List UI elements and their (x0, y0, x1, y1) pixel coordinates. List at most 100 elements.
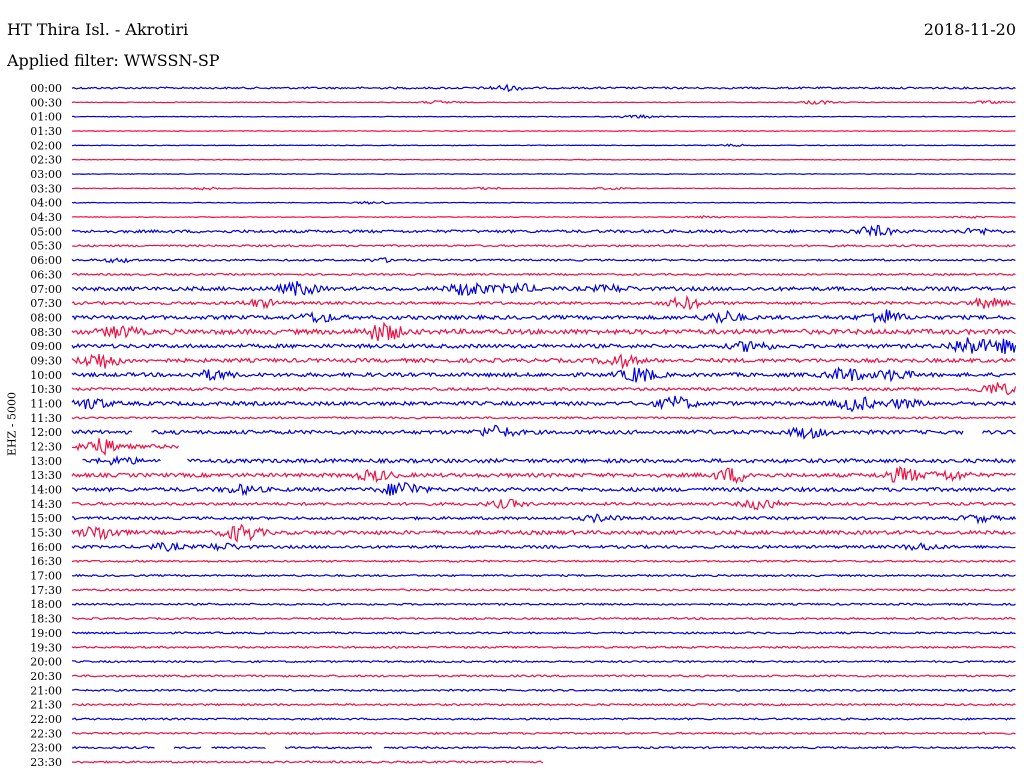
trace-1730 (71, 588, 1016, 592)
trace-1830 (71, 616, 1016, 621)
trace-1430 (71, 498, 1016, 511)
trace-0430 (71, 215, 1016, 220)
trace-segment (71, 113, 1016, 119)
trace-2300 (71, 745, 1016, 750)
trace-segment (71, 83, 1016, 93)
time-label: 14:00 (30, 484, 62, 497)
trace-1200 (71, 424, 1016, 440)
trace-segment (173, 746, 202, 750)
time-label: 04:00 (30, 197, 62, 210)
trace-segment (71, 602, 1016, 607)
time-label: 17:00 (30, 570, 62, 583)
trace-1800 (71, 602, 1016, 607)
time-label: 14:30 (30, 498, 62, 511)
time-label: 18:30 (30, 613, 62, 626)
time-label: 06:30 (30, 268, 62, 281)
time-label: 07:30 (30, 297, 62, 310)
time-label: 02:30 (30, 154, 62, 167)
time-label: 16:30 (30, 555, 62, 568)
trace-segment (71, 215, 1016, 220)
trace-segment (71, 158, 1016, 161)
trace-0900 (71, 337, 1017, 355)
trace-1630 (71, 559, 1016, 563)
record-date: 2018-11-20 (923, 20, 1016, 39)
trace-segment (71, 541, 1016, 553)
trace-segment (71, 688, 1016, 692)
trace-segment (284, 746, 373, 750)
trace-2030 (71, 674, 1016, 678)
trace-1230 (71, 438, 179, 457)
trace-0600 (71, 257, 1016, 264)
trace-segment (71, 746, 155, 750)
time-label: 12:30 (30, 441, 62, 454)
trace-segment (211, 746, 266, 750)
time-label: 22:00 (30, 713, 62, 726)
trace-segment (71, 130, 1016, 133)
time-label: 05:30 (30, 240, 62, 253)
time-label: 23:30 (30, 756, 62, 769)
time-label: 05:00 (30, 225, 62, 238)
trace-1900 (71, 631, 1016, 635)
trace-segment (71, 382, 1017, 396)
trace-1600 (71, 541, 1016, 553)
trace-segment (383, 745, 1016, 750)
time-label: 15:00 (30, 512, 62, 525)
trace-1030 (71, 382, 1017, 396)
time-label: 11:30 (30, 412, 62, 425)
trace-0330 (71, 186, 1016, 191)
trace-segment (71, 616, 1016, 621)
trace-segment (71, 143, 1016, 148)
time-label: 23:00 (30, 742, 62, 755)
trace-0930 (71, 353, 1016, 370)
trace-2100 (71, 688, 1016, 692)
trace-segment (71, 429, 133, 435)
trace-segment (71, 559, 1016, 563)
time-label: 16:00 (30, 541, 62, 554)
trace-0500 (71, 224, 1016, 238)
trace-0530 (71, 243, 1016, 248)
trace-segment (71, 173, 1016, 176)
trace-segment (71, 588, 1016, 592)
trace-1330 (71, 465, 1016, 485)
trace-1700 (71, 573, 1016, 578)
trace-segment (71, 760, 544, 764)
trace-0730 (71, 294, 1016, 311)
trace-1500 (71, 513, 1017, 525)
trace-segment (71, 243, 1016, 248)
time-label: 12:00 (30, 426, 62, 439)
time-label: 21:30 (30, 699, 62, 712)
filter-label: Applied filter: WWSSN-SP (7, 51, 220, 70)
trace-1130 (71, 416, 1016, 420)
time-label: 19:00 (30, 627, 62, 640)
trace-0230 (71, 158, 1016, 161)
trace-segment (71, 337, 1017, 355)
trace-0830 (71, 321, 1016, 342)
time-label: 02:00 (30, 139, 62, 152)
trace-segment (71, 702, 1016, 707)
time-label: 18:00 (30, 598, 62, 611)
time-label: 10:30 (30, 383, 62, 396)
trace-segment (187, 457, 1016, 465)
time-label: 07:00 (30, 283, 62, 296)
trace-segment (71, 395, 1017, 413)
trace-0700 (71, 280, 1016, 297)
trace-2200 (71, 717, 1016, 721)
time-label: 17:30 (30, 584, 62, 597)
time-label: 19:30 (30, 641, 62, 654)
time-label: 21:00 (30, 684, 62, 697)
trace-2330 (71, 760, 544, 764)
trace-2000 (71, 659, 1016, 664)
time-label: 09:30 (30, 354, 62, 367)
time-label: 06:00 (30, 254, 62, 267)
time-label: 20:30 (30, 670, 62, 683)
trace-1000 (71, 366, 1016, 383)
trace-segment (82, 454, 161, 466)
trace-segment (981, 429, 1016, 435)
trace-segment (71, 186, 1016, 191)
trace-segment (71, 200, 1016, 205)
trace-segment (151, 424, 964, 440)
time-label: 09:00 (30, 340, 62, 353)
trace-segment (71, 659, 1016, 664)
trace-segment (71, 645, 1016, 650)
